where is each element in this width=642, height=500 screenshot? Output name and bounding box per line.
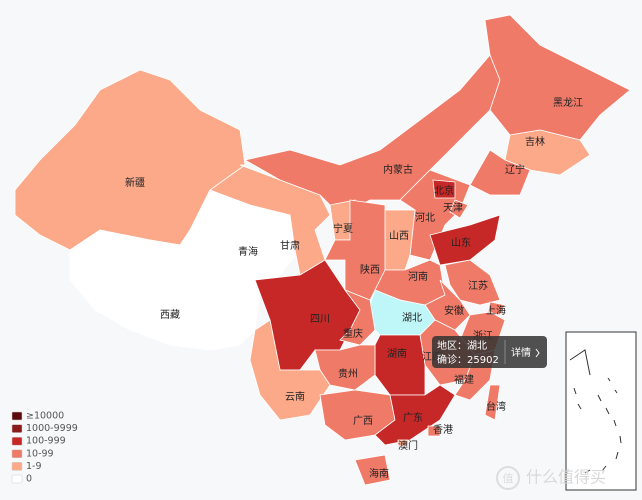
- province[interactable]: [249, 319, 331, 421]
- province-label: 吉林: [525, 135, 545, 148]
- province-label: 新疆: [125, 176, 145, 189]
- province-label: 云南: [285, 390, 305, 403]
- legend-label[interactable]: 10-99: [26, 448, 54, 459]
- legend-label[interactable]: 0: [26, 474, 32, 485]
- tooltip-box: [432, 336, 547, 368]
- province-label: 重庆: [343, 327, 363, 340]
- province-label: 山西: [389, 230, 409, 242]
- tooltip-confirmed: 确诊：25902: [437, 353, 499, 366]
- legend-label[interactable]: 1-9: [26, 461, 42, 472]
- province-label: 香港: [433, 424, 453, 436]
- province[interactable]: [354, 454, 391, 486]
- province-label: 河南: [408, 270, 428, 283]
- province-label: 北京: [434, 184, 454, 197]
- south-sea-inset: [565, 331, 637, 491]
- province-label: 安徽: [444, 304, 464, 317]
- province-label: 辽宁: [505, 163, 525, 176]
- provinces: [14, 14, 631, 486]
- province-label: 山东: [451, 236, 471, 249]
- province-label: 甘肃: [280, 239, 300, 252]
- tooltip[interactable]: 地区：湖北 确诊：25902 详情: [432, 336, 547, 368]
- province[interactable]: [487, 301, 506, 316]
- province-label: 四川: [310, 314, 330, 325]
- legend-swatch[interactable]: [11, 474, 23, 484]
- province-label: 台湾: [486, 400, 506, 413]
- province[interactable]: [432, 179, 456, 199]
- province[interactable]: [484, 384, 501, 421]
- chevron-icon: [535, 348, 540, 358]
- province-label: 黑龙江: [553, 96, 583, 109]
- tooltip-region: 地区：湖北: [437, 339, 487, 352]
- legend-swatch[interactable]: [11, 411, 23, 421]
- svg-text:值: 值: [503, 472, 514, 485]
- province[interactable]: [484, 14, 631, 141]
- province-label: 陕西: [360, 263, 380, 276]
- province[interactable]: [69, 229, 261, 351]
- legend-label[interactable]: 100-999: [26, 436, 66, 447]
- province-label: 贵州: [338, 367, 358, 380]
- province[interactable]: [449, 199, 469, 219]
- province[interactable]: [374, 384, 456, 446]
- province-label: 宁夏: [333, 222, 353, 235]
- watermark-text: 什么值得买: [526, 468, 606, 487]
- province[interactable]: [397, 439, 409, 447]
- watermark: 值 什么值得买: [496, 466, 606, 490]
- province-label: 广西: [353, 415, 373, 427]
- legend-swatch[interactable]: [11, 424, 23, 433]
- tooltip-details[interactable]: 详情: [511, 346, 531, 359]
- legend-swatch[interactable]: [11, 436, 23, 446]
- province-label: 澳门: [398, 439, 418, 452]
- province-label: 天津: [443, 202, 463, 214]
- province[interactable]: [427, 425, 441, 437]
- province-label: 江苏: [468, 279, 488, 292]
- province-label: 河北: [415, 212, 435, 224]
- province-label: 湖北: [402, 312, 422, 324]
- province-label: 上海: [486, 304, 506, 317]
- province-label: 海南: [369, 467, 389, 480]
- province-label: 福建: [454, 373, 474, 386]
- province[interactable]: [339, 289, 376, 346]
- province-label: 西藏: [160, 309, 180, 321]
- legend-label[interactable]: 1000-9999: [26, 423, 78, 434]
- legend-swatch[interactable]: [11, 449, 23, 459]
- province-label: 湖南: [387, 347, 407, 360]
- province-label: 广东: [403, 411, 423, 424]
- province-label: 青海: [238, 245, 258, 258]
- province[interactable]: [324, 199, 386, 301]
- legend-swatch[interactable]: [11, 462, 23, 471]
- province-label: 内蒙古: [383, 163, 413, 176]
- legend-label[interactable]: ≥10000: [26, 411, 64, 422]
